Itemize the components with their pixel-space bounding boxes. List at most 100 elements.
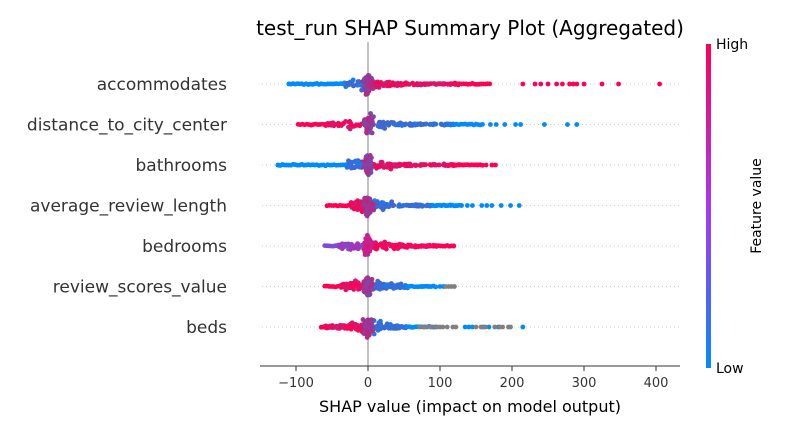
- shap-dot: [385, 241, 391, 247]
- shap-dot: [380, 161, 386, 167]
- colorbar-low-label: Low: [716, 361, 744, 377]
- shap-dot: [570, 81, 576, 87]
- feature-label: bedrooms: [142, 237, 227, 257]
- shap-dot: [349, 122, 355, 128]
- shap-dot: [353, 282, 359, 288]
- shap-dot: [351, 206, 357, 212]
- shap-dot: [419, 203, 425, 209]
- shap-dot: [489, 162, 495, 168]
- shap-dot: [483, 162, 489, 168]
- shap-dot: [434, 203, 439, 208]
- shap-dot: [378, 204, 384, 210]
- shap-dot: [616, 81, 621, 87]
- shap-dot: [403, 80, 409, 86]
- shap-dot: [393, 324, 399, 330]
- shap-dot: [439, 203, 444, 208]
- x-tick-label: 0: [364, 376, 372, 391]
- shap-dot: [461, 162, 467, 168]
- shap-dot: [344, 81, 349, 87]
- shap-dot: [425, 81, 431, 87]
- shap-dot: [423, 162, 429, 168]
- shap-dot: [401, 202, 406, 208]
- shap-dot: [344, 243, 350, 249]
- shap-dot: [394, 242, 399, 248]
- shap-dot: [340, 81, 346, 87]
- shap-dot: [364, 169, 370, 175]
- shap-dot: [484, 203, 490, 208]
- shap-dot: [381, 83, 387, 89]
- shap-dot: [532, 81, 538, 87]
- shap-dot: [349, 162, 354, 168]
- shap-dot: [335, 283, 341, 289]
- shap-dot: [565, 122, 570, 127]
- shap-dot: [408, 163, 414, 169]
- shap-dot: [423, 244, 429, 250]
- x-tick-label: 100: [428, 376, 453, 391]
- shap-dot: [478, 324, 484, 330]
- shap-dot: [353, 278, 358, 284]
- shap-dot: [326, 122, 332, 128]
- shap-dot: [380, 121, 386, 127]
- shap-dot: [599, 81, 605, 87]
- shap-dot: [430, 122, 436, 128]
- shap-dot: [366, 234, 371, 240]
- shap-dot: [518, 122, 524, 127]
- shap-dot: [479, 203, 485, 208]
- shap-dot: [448, 203, 454, 208]
- shap-dot: [363, 79, 369, 84]
- shap-dot: [415, 203, 421, 209]
- feature-label: average_review_length: [30, 197, 227, 217]
- shap-dot: [367, 153, 373, 158]
- shap-dot: [329, 122, 335, 128]
- shap-dot: [482, 324, 488, 330]
- shap-dot: [365, 244, 371, 249]
- shap-dot: [364, 87, 370, 92]
- shap-dot: [424, 324, 430, 330]
- shap-dot: [428, 324, 434, 330]
- shap-dot: [373, 246, 379, 252]
- shap-dot: [370, 240, 375, 245]
- shap-dot: [379, 283, 385, 289]
- shap-dot: [480, 121, 485, 127]
- shap-dot: [445, 121, 451, 127]
- shap-dot: [417, 121, 423, 127]
- shap-dot: [581, 81, 587, 87]
- shap-dot: [411, 203, 417, 208]
- shap-dot: [363, 162, 368, 168]
- shap-dot: [453, 203, 459, 208]
- shap-dot: [443, 203, 449, 208]
- shap-dot: [367, 158, 373, 164]
- shap-dot: [351, 245, 357, 251]
- shap-dot: [508, 203, 513, 208]
- shap-dot: [363, 92, 369, 97]
- shap-dot: [393, 122, 399, 128]
- shap-dot: [370, 201, 376, 207]
- shap-dot: [393, 81, 399, 87]
- shap-dot: [473, 324, 479, 330]
- shap-dot: [426, 284, 431, 289]
- shap-dot: [449, 81, 455, 87]
- shap-dot: [355, 286, 361, 292]
- shap-dot: [542, 122, 547, 127]
- colorbar-high-label: High: [716, 37, 748, 53]
- shap-dot: [440, 324, 446, 330]
- shap-dot: [320, 324, 326, 330]
- shap-dot: [427, 242, 433, 248]
- shap-dot: [452, 284, 457, 289]
- shap-dot: [342, 285, 348, 290]
- shap-dot: [337, 243, 343, 248]
- shap-dot: [480, 162, 485, 168]
- shap-dot: [492, 324, 498, 330]
- shap-dot: [392, 284, 398, 290]
- shap-dot: [657, 81, 662, 87]
- shap-dot: [433, 284, 439, 290]
- shap-dot: [421, 81, 427, 87]
- shap-dot: [466, 324, 472, 330]
- shap-dot: [444, 324, 450, 330]
- shap-dot: [451, 243, 457, 249]
- shap-dot: [574, 122, 580, 127]
- shap-dot: [410, 81, 416, 87]
- shap-dot: [427, 162, 433, 168]
- shap-dot: [363, 212, 369, 217]
